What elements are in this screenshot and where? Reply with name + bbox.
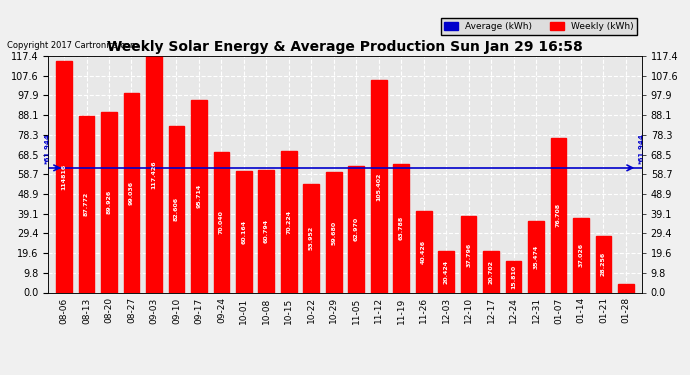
Text: *61.944: *61.944 — [46, 133, 51, 164]
Bar — [79, 116, 95, 292]
Bar — [506, 261, 522, 292]
Text: 105.402: 105.402 — [376, 172, 381, 201]
Bar — [416, 211, 431, 292]
Bar — [348, 166, 364, 292]
Text: 63.788: 63.788 — [399, 216, 404, 240]
Text: 35.474: 35.474 — [533, 244, 539, 269]
Bar — [618, 284, 634, 292]
Text: 89.926: 89.926 — [106, 190, 112, 214]
Text: 95.714: 95.714 — [197, 184, 201, 209]
Text: 53.952: 53.952 — [309, 226, 314, 251]
Bar — [304, 184, 319, 292]
Bar — [595, 236, 611, 292]
Text: 70.224: 70.224 — [286, 210, 291, 234]
Title: Weekly Solar Energy & Average Production Sun Jan 29 16:58: Weekly Solar Energy & Average Production… — [107, 40, 583, 54]
Text: 37.796: 37.796 — [466, 242, 471, 267]
Text: 60.164: 60.164 — [241, 220, 246, 244]
Text: *61.944: *61.944 — [639, 133, 644, 164]
Bar — [371, 80, 386, 292]
Text: 99.036: 99.036 — [129, 181, 134, 205]
Text: 37.026: 37.026 — [578, 243, 584, 267]
Bar — [461, 216, 477, 292]
Bar — [101, 111, 117, 292]
Bar — [191, 100, 207, 292]
Text: 28.256: 28.256 — [601, 252, 606, 276]
Bar — [573, 218, 589, 292]
Bar — [438, 251, 454, 292]
Legend: Average (kWh), Weekly (kWh): Average (kWh), Weekly (kWh) — [441, 18, 637, 34]
Bar — [236, 171, 252, 292]
Bar — [124, 93, 139, 292]
Text: 76.708: 76.708 — [556, 203, 561, 227]
Bar — [168, 126, 184, 292]
Bar — [483, 251, 499, 292]
Text: 60.794: 60.794 — [264, 219, 269, 243]
Bar — [393, 164, 409, 292]
Bar — [281, 151, 297, 292]
Text: 40.426: 40.426 — [421, 240, 426, 264]
Text: 20.702: 20.702 — [489, 260, 493, 284]
Text: 117.426: 117.426 — [151, 160, 157, 189]
Text: 114816: 114816 — [61, 164, 66, 190]
Bar — [146, 56, 162, 292]
Text: Copyright 2017 Cartronics.com: Copyright 2017 Cartronics.com — [7, 41, 138, 50]
Text: 20.424: 20.424 — [444, 260, 448, 284]
Bar — [56, 62, 72, 292]
Bar — [326, 172, 342, 292]
Bar — [528, 221, 544, 292]
Text: 70.040: 70.040 — [219, 210, 224, 234]
Text: 82.606: 82.606 — [174, 197, 179, 222]
Text: 59.680: 59.680 — [331, 220, 336, 245]
Bar — [551, 138, 566, 292]
Text: 87.772: 87.772 — [84, 192, 89, 216]
Text: 15.810: 15.810 — [511, 264, 516, 289]
Bar — [259, 170, 274, 292]
Bar — [213, 152, 229, 292]
Text: 62.970: 62.970 — [354, 217, 359, 241]
